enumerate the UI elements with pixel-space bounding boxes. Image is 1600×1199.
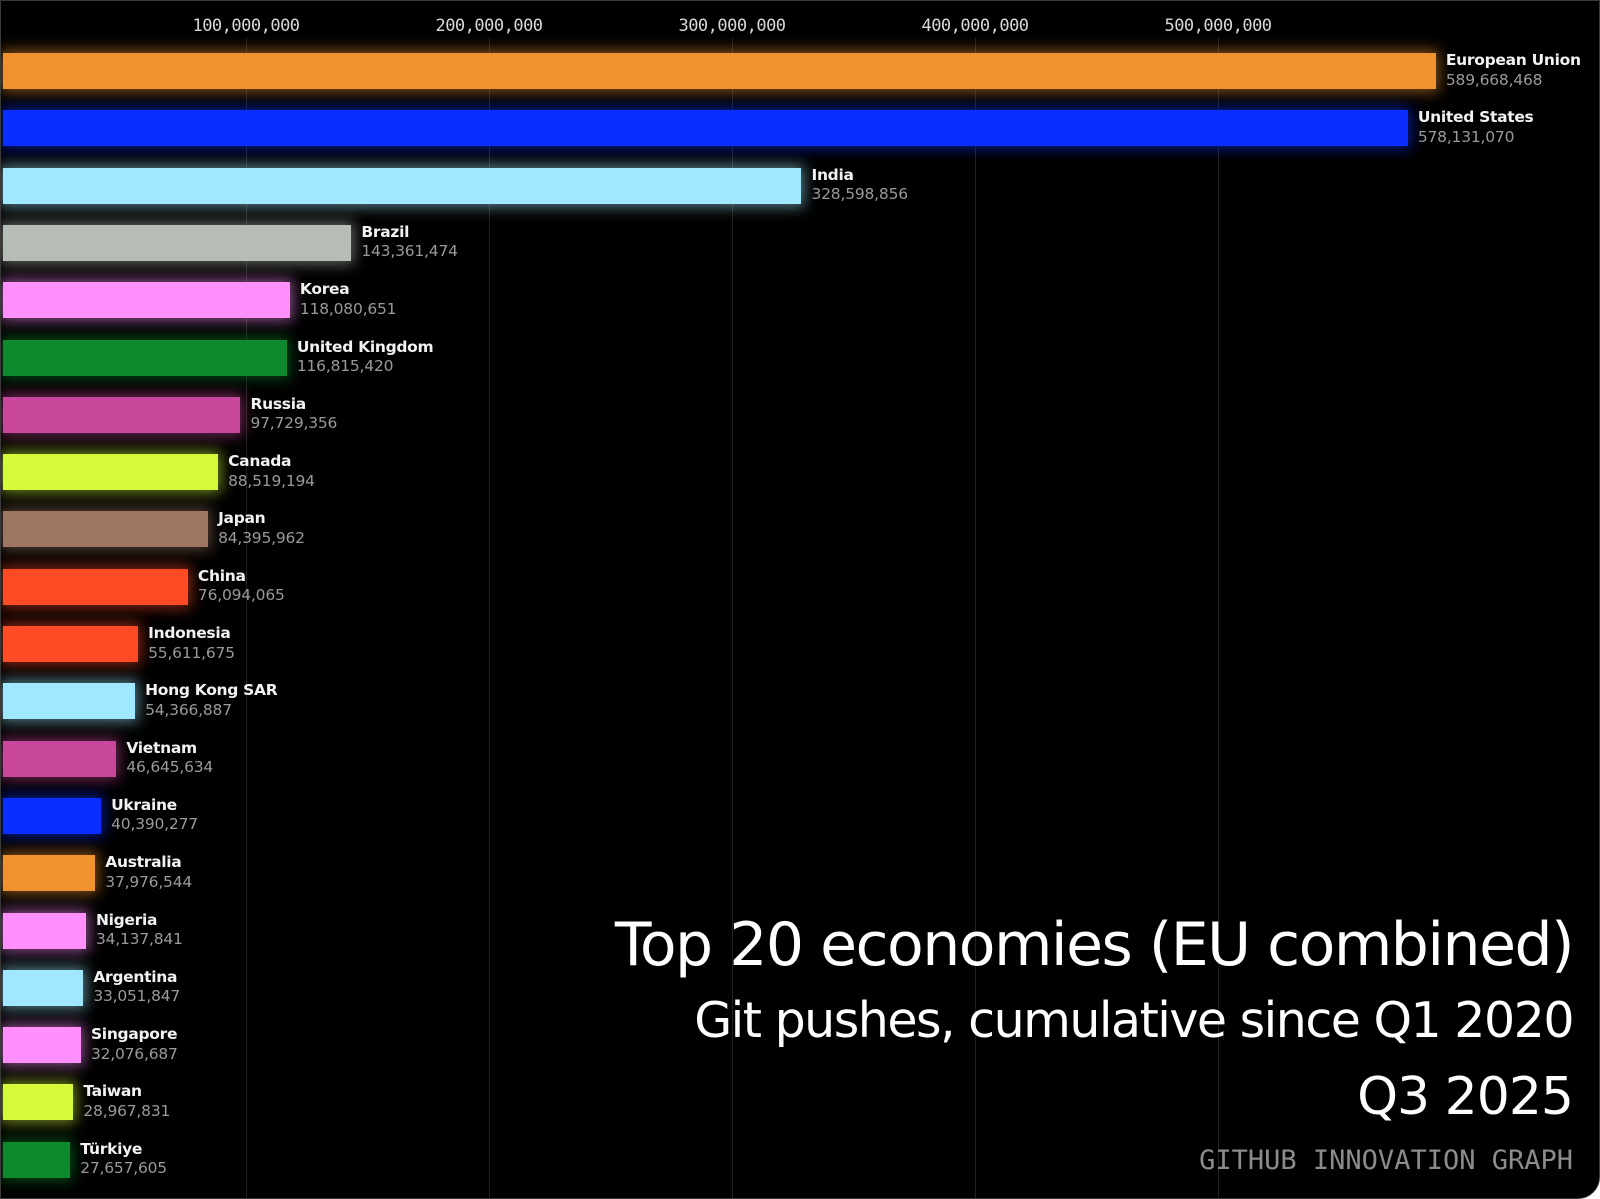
bar-category-name: Türkiye xyxy=(80,1139,143,1158)
bar-label: Japan 84,395,962 xyxy=(218,511,305,546)
bar-category-name: Indonesia xyxy=(148,624,231,642)
bar-label: Canada 88,519,194 xyxy=(228,454,315,489)
chart-title: Top 20 economies (EU combined) xyxy=(614,910,1575,980)
bar-value: 40,390,277 xyxy=(111,815,198,834)
gridline xyxy=(1218,37,1219,1198)
bar-label: Ukraine 40,390,277 xyxy=(111,795,198,834)
bar-value: 328,598,856 xyxy=(811,185,908,204)
bar-label: European Union 589,668,468 xyxy=(1445,51,1581,89)
bar-label: United States 578,131,070 xyxy=(1418,110,1534,145)
bar-category-name: Vietnam xyxy=(126,738,197,757)
x-tick-label: 300,000,000 xyxy=(678,16,786,36)
gridline xyxy=(246,37,247,1198)
bar-value: 54,366,887 xyxy=(145,700,232,719)
gridline xyxy=(975,37,976,1198)
bar-label: Brazil 143,361,474 xyxy=(361,222,458,261)
bar-category-name: Taiwan xyxy=(83,1082,142,1101)
bar-category-name: Russia xyxy=(250,394,306,413)
bar xyxy=(3,969,84,1006)
bar-value: 27,657,605 xyxy=(80,1159,167,1178)
bar-label: Türkiye 27,657,605 xyxy=(80,1139,167,1178)
bar xyxy=(3,1141,71,1178)
bar xyxy=(3,1084,74,1121)
bar-category-name: Ukraine xyxy=(111,795,177,814)
bar-label: Australia 37,976,544 xyxy=(105,855,192,890)
chart-period: Q3 2025 xyxy=(1357,1067,1574,1127)
gridline xyxy=(732,37,733,1198)
bar-value: 118,080,651 xyxy=(299,299,397,318)
bar xyxy=(3,339,287,376)
bar-value: 97,729,356 xyxy=(250,414,338,433)
bar-category-name: European Union xyxy=(1445,51,1581,69)
bar-value: 76,094,065 xyxy=(197,586,285,605)
bar xyxy=(3,282,290,319)
bar-category-name: United States xyxy=(1417,108,1534,127)
bar-value: 32,076,687 xyxy=(90,1044,178,1063)
gridline xyxy=(489,37,490,1198)
bar-label: Hong Kong SAR 54,366,887 xyxy=(145,681,278,719)
bar-category-name: India xyxy=(811,165,854,184)
bar xyxy=(3,454,219,491)
bar-category-name: United Kingdom xyxy=(296,337,434,356)
bar-value: 84,395,962 xyxy=(218,528,305,547)
bar-category-name: Korea xyxy=(299,280,350,299)
chart-subtitle: Git pushes, cumulative since Q1 2020 xyxy=(694,992,1574,1049)
x-tick-label: 500,000,000 xyxy=(1164,16,1272,36)
bar-value: 143,361,474 xyxy=(361,242,458,261)
bar-value: 116,815,420 xyxy=(296,357,394,375)
bar xyxy=(3,167,802,204)
bar xyxy=(3,511,209,548)
bar-label: Korea 118,080,651 xyxy=(299,280,397,318)
bar-label: Argentina 33,051,847 xyxy=(93,967,181,1006)
bar-category-name: Japan xyxy=(218,509,266,528)
bar-value: 46,645,634 xyxy=(126,758,214,777)
bar xyxy=(3,1027,81,1064)
bar-category-name: Canada xyxy=(228,452,292,471)
bar-category-name: Australia xyxy=(105,853,182,872)
bar-label: India 328,598,856 xyxy=(811,165,908,204)
bar-value: 34,137,841 xyxy=(95,930,183,948)
bar xyxy=(3,855,96,892)
bar-value: 28,967,831 xyxy=(83,1101,171,1120)
bar xyxy=(3,396,241,433)
bar xyxy=(3,683,136,720)
bar-category-name: China xyxy=(197,566,246,585)
bar-category-name: Brazil xyxy=(361,222,410,241)
bar-category-name: Nigeria xyxy=(95,910,158,929)
title-block: Top 20 economies (EU combined) Git pushe… xyxy=(614,907,1575,1176)
bar-value: 33,051,847 xyxy=(93,987,181,1006)
bar-value: 55,611,675 xyxy=(148,643,235,662)
bar xyxy=(3,797,102,834)
bar-category-name: Singapore xyxy=(90,1025,178,1044)
bar-category-name: Hong Kong SAR xyxy=(145,681,278,700)
bar xyxy=(3,912,86,949)
bar-label: Vietnam 46,645,634 xyxy=(126,738,214,777)
bar xyxy=(3,626,139,662)
bar xyxy=(3,53,1436,89)
bar-label: Russia 97,729,356 xyxy=(250,394,338,433)
bar-value: 88,519,194 xyxy=(228,471,315,490)
bar-label: China 76,094,065 xyxy=(197,566,285,605)
bar xyxy=(3,740,117,777)
x-tick-label: 200,000,000 xyxy=(435,16,543,36)
bar xyxy=(3,110,1408,147)
bar-category-name: Argentina xyxy=(93,967,178,986)
bar-value: 578,131,070 xyxy=(1417,127,1515,146)
chart-source: GITHUB INNOVATION GRAPH xyxy=(1199,1145,1573,1176)
x-tick-label: 100,000,000 xyxy=(192,16,300,36)
bar-label: Indonesia 55,611,675 xyxy=(148,624,235,662)
bar-label: Nigeria 34,137,841 xyxy=(95,910,183,948)
bar-label: Singapore 32,076,687 xyxy=(91,1027,178,1062)
bar xyxy=(3,224,352,261)
bar-value: 37,976,544 xyxy=(105,872,193,891)
bar-label: United Kingdom 116,815,420 xyxy=(296,337,434,375)
bar-label: Taiwan 28,967,831 xyxy=(83,1084,170,1119)
bar-value: 589,668,468 xyxy=(1445,70,1543,89)
x-tick-label: 400,000,000 xyxy=(921,16,1029,36)
bar xyxy=(3,568,188,605)
